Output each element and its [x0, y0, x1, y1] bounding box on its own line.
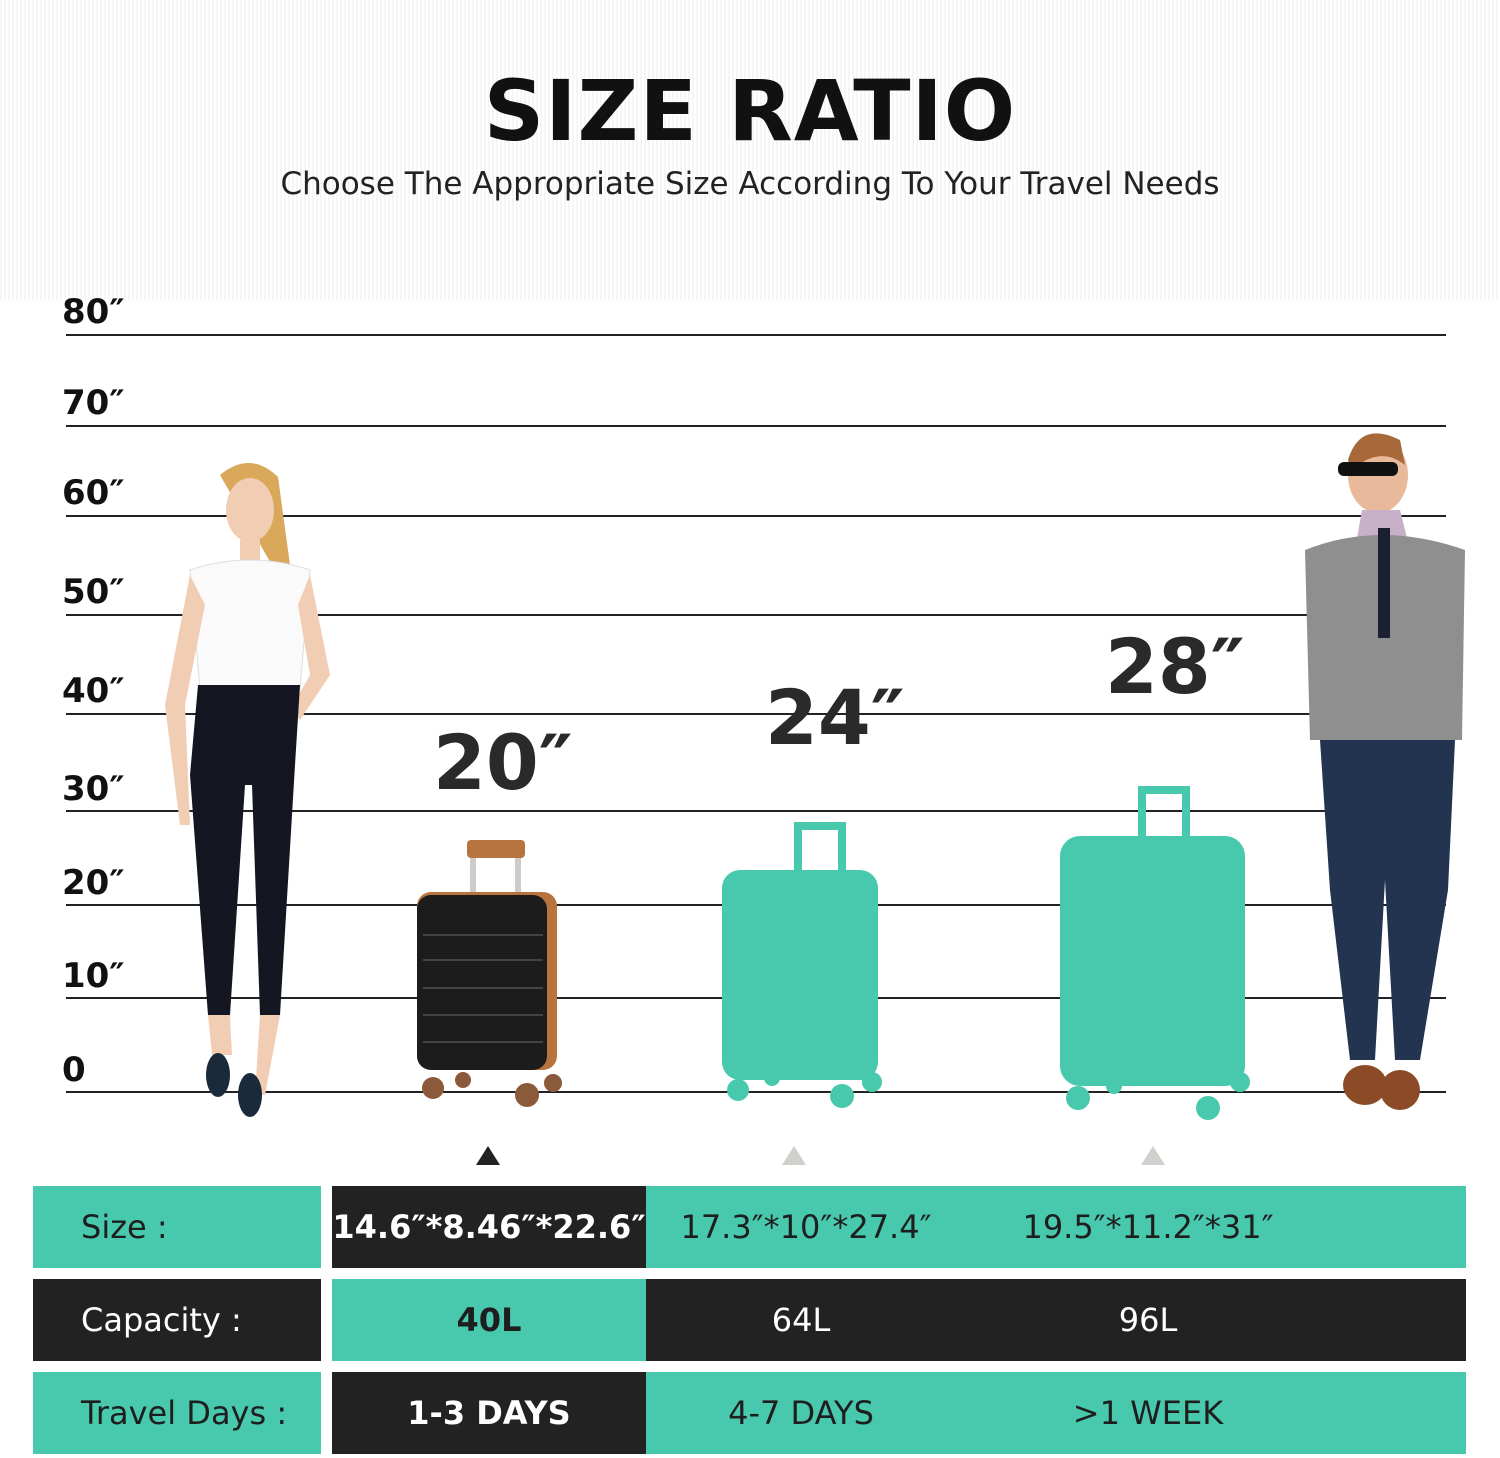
man-figure: [1305, 433, 1465, 1110]
size-28: 19.5″*11.2″*31″: [1022, 1208, 1274, 1246]
gridline: [66, 334, 1446, 336]
capacity-20: 40L: [332, 1279, 646, 1361]
travel-days-20: 1-3 DAYS: [332, 1372, 646, 1454]
suitcase-28-image: [1060, 786, 1250, 1120]
scale-tick: 60″: [62, 473, 125, 513]
suitcase-size-label: 24″: [765, 673, 905, 762]
capacity-28: 96L: [1118, 1301, 1178, 1339]
header-background: [0, 0, 1500, 300]
gridline: [66, 1091, 1446, 1093]
suitcase-20-image: [417, 840, 562, 1107]
row-label-capacity: Capacity :: [33, 1279, 321, 1361]
row-label-travel-days: Travel Days :: [33, 1372, 321, 1454]
page-title: SIZE RATIO: [483, 62, 1017, 160]
row-background: [646, 1279, 1466, 1361]
scale-tick: 20″: [62, 863, 125, 903]
size-24: 17.3″*10″*27.4″: [680, 1208, 932, 1246]
suitcase-size-label: 28″: [1105, 622, 1245, 711]
scale-tick: 10″: [62, 956, 125, 996]
travel-days-24: 4-7 DAYS: [728, 1394, 874, 1432]
page-subtitle: Choose The Appropriate Size According To…: [280, 166, 1220, 202]
row-background: [646, 1372, 1466, 1454]
gridline: [66, 614, 1446, 616]
gridline: [66, 425, 1446, 427]
pointer-icon: [782, 1146, 806, 1165]
size-20: 14.6″*8.46″*22.6″: [332, 1186, 646, 1268]
suitcase-size-label: 20″: [433, 718, 573, 807]
row-background: [646, 1186, 1466, 1268]
row-label-size: Size :: [33, 1186, 321, 1268]
selected-pointer-icon: [476, 1146, 500, 1165]
gridline: [66, 713, 1446, 715]
gridline: [66, 515, 1446, 517]
scale-tick: 40″: [62, 671, 125, 711]
scale-tick: 30″: [62, 769, 125, 809]
gridline: [66, 810, 1446, 812]
travel-days-28: >1 WEEK: [1072, 1394, 1224, 1432]
scale-tick: 0: [62, 1050, 86, 1090]
scale-tick: 50″: [62, 572, 125, 612]
capacity-24: 64L: [771, 1301, 831, 1339]
woman-figure: [165, 462, 330, 1117]
pointer-icon: [1141, 1146, 1165, 1165]
scale-tick: 80″: [62, 292, 125, 332]
suitcase-24-image: [722, 822, 882, 1108]
scale-tick: 70″: [62, 383, 125, 423]
